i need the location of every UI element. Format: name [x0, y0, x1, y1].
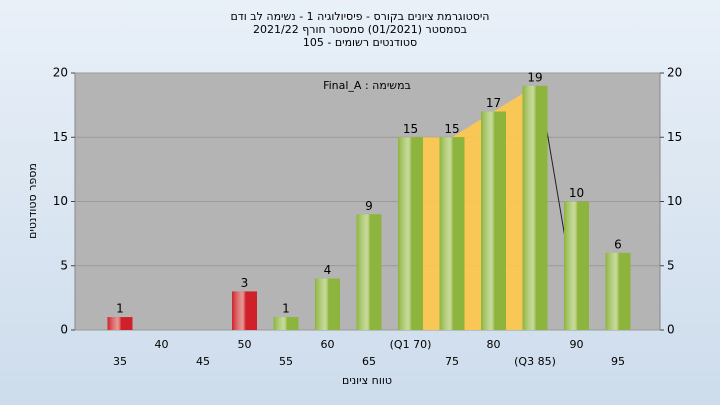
x-tick-label: 45 [196, 355, 210, 368]
value-label: 4 [324, 263, 332, 277]
bar [522, 85, 548, 330]
annotation: במשימה : Final_A [323, 79, 411, 92]
value-label: 1 [282, 302, 290, 316]
value-label: 9 [365, 199, 373, 213]
y-tick-label: 5 [60, 258, 68, 272]
bar [107, 317, 133, 330]
x-tick-label: 55 [279, 355, 293, 368]
y-tick-label: 10 [53, 194, 68, 208]
value-label: 1 [116, 302, 124, 316]
y2-tick-label: 5 [667, 258, 675, 272]
x-tick-label: (Q3 85) [514, 355, 556, 368]
x-tick-label: 95 [611, 355, 625, 368]
bar [315, 278, 340, 330]
chart-subtitle: בסמסטר (01/2021) סמסטר חורף 2021/22 [253, 23, 467, 36]
y2-tick-label: 20 [667, 66, 682, 80]
y-tick-label: 0 [60, 323, 68, 337]
bar [232, 291, 257, 330]
bar [439, 137, 465, 330]
bar [398, 137, 423, 330]
x-tick-label: 80 [487, 338, 501, 351]
value-label: 15 [444, 122, 459, 136]
x-tick-label: 90 [570, 338, 584, 351]
x-axis-label: טווח ציונים [342, 374, 392, 387]
x-tick-label: 60 [321, 338, 335, 351]
value-label: 15 [403, 122, 418, 136]
y-tick-label: 20 [53, 66, 68, 80]
x-tick-label: 50 [238, 338, 252, 351]
bar [481, 111, 506, 330]
value-label: 3 [241, 276, 249, 290]
value-label: 17 [486, 96, 501, 110]
x-tick-label: 35 [113, 355, 127, 368]
x-tick-label: 65 [362, 355, 376, 368]
bar [564, 201, 589, 330]
y-axis-label: מספר סטודנטים [26, 163, 39, 239]
value-label: 10 [569, 186, 584, 200]
bar [356, 214, 382, 330]
y2-tick-label: 10 [667, 194, 682, 208]
bar [273, 317, 299, 330]
value-label: 6 [614, 237, 622, 251]
x-tick-label: (Q1 70) [390, 338, 432, 351]
x-tick-label: 75 [445, 355, 459, 368]
x-tick-label: 40 [155, 338, 169, 351]
y-tick-label: 15 [53, 130, 68, 144]
bar [605, 252, 631, 330]
y2-tick-label: 15 [667, 130, 682, 144]
value-label: 19 [527, 70, 542, 84]
chart-subtitle: סטודנטים רשומים - 105 [303, 36, 417, 49]
y2-tick-label: 0 [667, 323, 675, 337]
chart-title: היסטוגרמת ציונים בקורס - פיסיולוגיה 1 - … [230, 10, 489, 23]
